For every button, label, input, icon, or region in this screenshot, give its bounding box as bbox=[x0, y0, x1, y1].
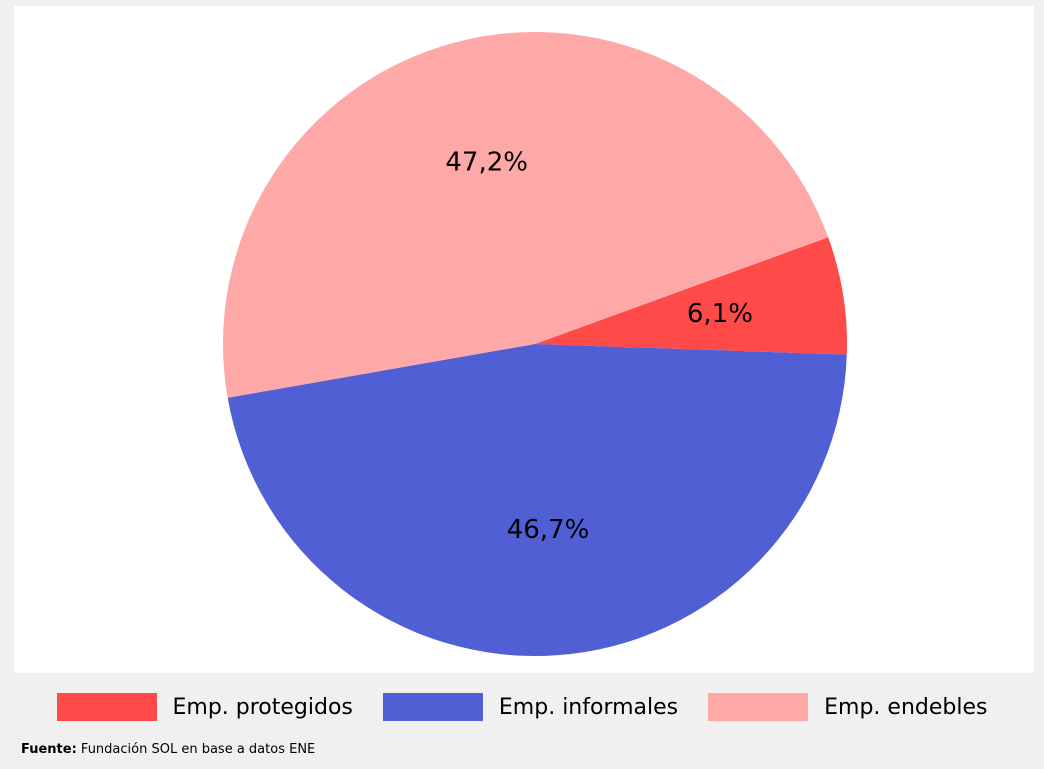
legend-item-endebles: Emp. endebles bbox=[708, 693, 987, 721]
slice-label-informales: 46,7% bbox=[507, 515, 590, 545]
source-note: Fuente: Fundación SOL en base a datos EN… bbox=[21, 742, 315, 757]
pie-slice-protegidos bbox=[535, 237, 847, 355]
legend-item-protegidos: Emp. protegidos bbox=[56, 693, 353, 721]
legend-label-endebles: Emp. endebles bbox=[824, 694, 988, 720]
pie-slice-informales bbox=[227, 344, 847, 656]
pie-chart: 6,1% 46,7% 47,2% bbox=[223, 32, 847, 656]
source-text: Fundación SOL en base a datos ENE bbox=[76, 742, 316, 757]
legend-item-informales: Emp. informales bbox=[382, 693, 679, 721]
legend-swatch-informales bbox=[382, 693, 483, 721]
legend-swatch-endebles bbox=[708, 693, 809, 721]
source-prefix: Fuente: bbox=[21, 742, 77, 757]
slice-label-endebles: 47,2% bbox=[445, 148, 528, 178]
legend-label-protegidos: Emp. protegidos bbox=[172, 694, 353, 720]
legend-swatch-protegidos bbox=[56, 693, 157, 721]
chart-legend: Emp. protegidos Emp. informales Emp. end… bbox=[0, 687, 1044, 727]
pie-slice-endebles bbox=[223, 32, 829, 398]
slice-label-protegidos: 6,1% bbox=[687, 299, 753, 329]
chart-plot-area: 6,1% 46,7% 47,2% bbox=[14, 6, 1034, 673]
legend-label-informales: Emp. informales bbox=[498, 694, 679, 720]
